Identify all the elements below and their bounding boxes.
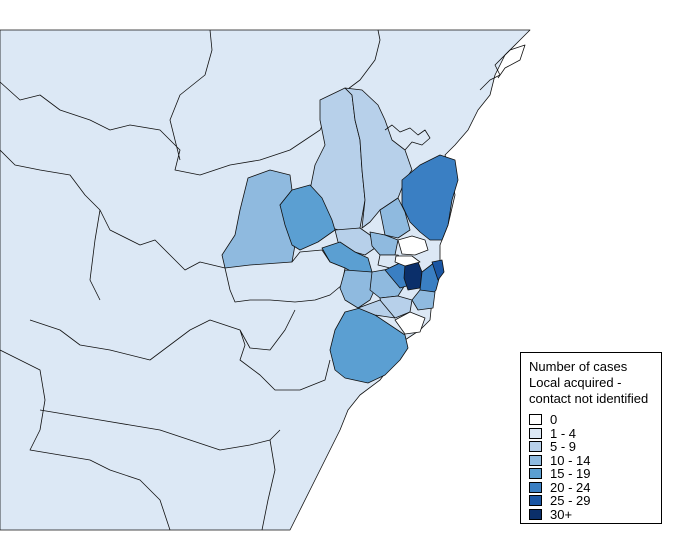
legend-item-3: 10 - 14: [529, 452, 655, 468]
map-legend: Number of cases Local acquired - contact…: [520, 352, 662, 524]
legend-swatch: [529, 481, 542, 493]
water-botany-bay: [394, 311, 426, 335]
legend-item-6: 25 - 29: [529, 494, 655, 508]
legend-label: 1 - 4: [550, 425, 577, 441]
region-penrith: [224, 249, 346, 303]
region-randwick: [411, 289, 436, 311]
region-sutherland-north: [357, 299, 396, 319]
legend-items: 0 1 - 4 5 - 9 10 - 14 15 - 19 20 - 24 25…: [529, 413, 655, 521]
legend-label: 0: [550, 412, 558, 427]
legend-item-5: 20 - 24: [529, 479, 655, 495]
legend-swatch: [529, 468, 542, 480]
legend-item-0: 0: [529, 413, 655, 427]
legend-label: 5 - 9: [550, 439, 577, 454]
boundary-lines: [0, 29, 381, 531]
legend-swatch: [529, 427, 542, 439]
legend-swatch: [529, 414, 542, 426]
legend-swatch: [529, 441, 542, 453]
region-sydney-city: [403, 261, 423, 291]
legend-label: 30+: [550, 506, 573, 522]
legend-label: 15 - 19: [550, 466, 591, 481]
region-hawkesbury-west: [221, 169, 296, 269]
legend-item-2: 5 - 9: [529, 440, 655, 454]
legend-item-7: 30+: [529, 506, 655, 522]
region-campbelltown: [329, 307, 409, 384]
legend-item-1: 1 - 4: [529, 425, 655, 441]
legend-title-line2: Local acquired -: [529, 375, 622, 390]
legend-swatch: [529, 495, 542, 507]
region-blacktown: [279, 184, 336, 251]
legend-swatch: [529, 454, 542, 466]
legend-title: Number of cases Local acquired - contact…: [529, 359, 655, 407]
legend-label: 10 - 14: [550, 452, 591, 468]
legend-item-4: 15 - 19: [529, 467, 655, 481]
legend-label: 20 - 24: [550, 479, 591, 495]
coastline-north: [384, 44, 526, 151]
legend-swatch: [529, 508, 542, 520]
legend-title-line1: Number of cases: [529, 359, 628, 374]
region-northern-beaches: [401, 154, 459, 241]
region-willoughby: [397, 235, 429, 256]
region-waverley: [431, 259, 445, 281]
water-harbour: [394, 255, 421, 267]
legend-title-line3: contact not identified: [529, 391, 649, 406]
legend-label: 25 - 29: [550, 493, 591, 508]
